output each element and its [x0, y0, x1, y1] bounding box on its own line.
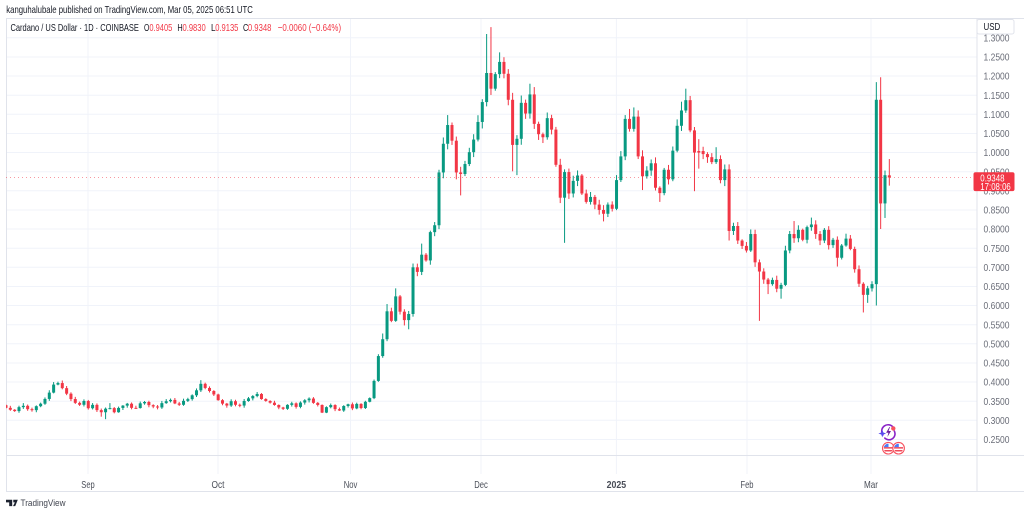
svg-text:0.8500: 0.8500: [984, 205, 1010, 217]
svg-text:L: L: [211, 22, 216, 34]
svg-text:0.6000: 0.6000: [984, 300, 1010, 312]
svg-text:0.8000: 0.8000: [984, 224, 1010, 236]
svg-text:O: O: [144, 22, 149, 34]
svg-text:1.0500: 1.0500: [984, 128, 1010, 140]
svg-text:kanguhalubale published on Tra: kanguhalubale published on TradingView.c…: [6, 4, 253, 16]
svg-text:USD: USD: [984, 21, 1001, 33]
svg-text:1.2000: 1.2000: [984, 71, 1010, 83]
svg-text:0.4000: 0.4000: [984, 377, 1010, 389]
svg-text:2025: 2025: [607, 479, 627, 491]
svg-text:1.1000: 1.1000: [984, 109, 1010, 121]
svg-text:−0.0060 (−0.64%): −0.0060 (−0.64%): [278, 22, 341, 34]
svg-text:1.3000: 1.3000: [984, 32, 1010, 44]
svg-text:Dec: Dec: [474, 479, 488, 491]
svg-text:0.9405: 0.9405: [149, 22, 172, 34]
svg-text:Sep: Sep: [81, 479, 95, 491]
svg-text:Oct: Oct: [212, 479, 225, 491]
svg-text:Cardano / US Dollar · 1D · COI: Cardano / US Dollar · 1D · COINBASE: [11, 22, 139, 34]
svg-text:Nov: Nov: [344, 479, 358, 491]
svg-text:H: H: [177, 22, 182, 34]
svg-text:1.1500: 1.1500: [984, 90, 1010, 102]
svg-text:C: C: [243, 22, 249, 34]
svg-text:0.3000: 0.3000: [984, 415, 1010, 427]
svg-text:TradingView: TradingView: [21, 498, 66, 509]
svg-text:0.9348: 0.9348: [248, 22, 272, 34]
svg-text:1.2500: 1.2500: [984, 52, 1010, 64]
svg-text:17:08:06: 17:08:06: [980, 182, 1011, 193]
svg-text:0.9830: 0.9830: [183, 22, 206, 34]
svg-text:Feb: Feb: [741, 479, 754, 491]
svg-text:0.7500: 0.7500: [984, 243, 1010, 255]
svg-text:0.7000: 0.7000: [984, 262, 1010, 274]
svg-text:0.6500: 0.6500: [984, 281, 1010, 293]
svg-text:Mar: Mar: [864, 479, 878, 491]
svg-text:0.9348: 0.9348: [980, 173, 1005, 184]
svg-text:1.0000: 1.0000: [984, 147, 1010, 159]
svg-text:0.2500: 0.2500: [984, 434, 1010, 446]
svg-text:0.5000: 0.5000: [984, 338, 1010, 350]
svg-text:0.4500: 0.4500: [984, 358, 1010, 370]
svg-text:0.5500: 0.5500: [984, 319, 1010, 331]
svg-text:0.9135: 0.9135: [215, 22, 238, 34]
svg-text:0.3500: 0.3500: [984, 396, 1010, 408]
